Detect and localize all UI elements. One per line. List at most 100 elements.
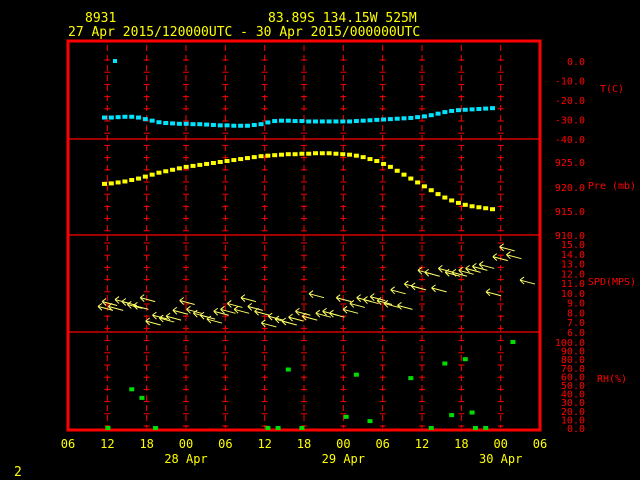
grid-layer: [68, 45, 540, 428]
y-tick-label: 13.0: [561, 260, 585, 271]
pressure-point: [340, 152, 346, 157]
x-date-label: 30 Apr: [479, 452, 522, 466]
period-title: 27 Apr 2015/120000UTC - 30 Apr 2015/0000…: [68, 25, 420, 40]
humidity-point: [483, 426, 489, 430]
humidity-point: [129, 387, 135, 392]
x-tick-label: 00: [493, 437, 507, 451]
data-layer: [97, 59, 536, 430]
temperature-point: [258, 122, 264, 127]
pressure-point: [313, 151, 319, 156]
wind-arrow: [261, 319, 277, 328]
wind-arrow: [431, 284, 447, 293]
wind-arrow: [506, 251, 522, 260]
wind-arrow: [240, 294, 257, 303]
humidity-point: [265, 426, 271, 430]
temperature-point: [108, 115, 114, 120]
wind-arrow: [97, 302, 114, 311]
temperature-point: [163, 121, 169, 126]
temperature-point: [415, 115, 421, 120]
y-tick-label: 0.0: [567, 424, 585, 435]
wind-arrow: [397, 302, 413, 310]
y-tick-label: 30.0: [561, 398, 585, 409]
wind-arrow: [101, 298, 118, 306]
pressure-point: [231, 158, 237, 163]
wind-arrow: [383, 300, 400, 308]
temperature-point: [238, 123, 244, 128]
temperature-point: [360, 118, 366, 123]
wind-arrow: [424, 268, 440, 277]
x-tick-label: 12: [100, 437, 114, 451]
pressure-point: [217, 160, 223, 164]
y-tick-label: -30.0: [555, 116, 585, 127]
wind-arrow: [186, 305, 202, 314]
humidity-point: [442, 361, 448, 366]
humidity-point: [153, 426, 159, 430]
wind-arrow: [478, 261, 495, 269]
wind-arrow: [451, 268, 468, 277]
pressure-point: [476, 205, 482, 210]
station-id: 8931: [85, 11, 116, 26]
temperature-point: [353, 119, 359, 124]
pressure-point: [435, 192, 441, 197]
x-date-label: 28 Apr: [164, 452, 207, 466]
page-number: 2: [14, 465, 22, 480]
x-tick-label: 06: [375, 437, 389, 451]
pressure-point: [122, 179, 128, 184]
wind-arrow: [363, 296, 379, 305]
temperature-point: [190, 122, 196, 127]
x-tick-label: 12: [415, 437, 429, 451]
x-tick-label: 18: [139, 437, 153, 451]
pressure-point: [299, 151, 305, 156]
temperature-point: [129, 114, 135, 119]
temperature-point: [113, 59, 117, 63]
wind-arrow: [472, 263, 488, 271]
wind-arrow: [315, 309, 331, 318]
temperature-point: [367, 118, 373, 123]
pressure-point: [483, 206, 489, 211]
pressure-point: [251, 155, 257, 160]
wind-arrow: [199, 311, 216, 320]
temperature-point: [251, 122, 257, 127]
pressure-point: [333, 151, 339, 156]
x-tick-label: 06: [218, 437, 232, 451]
temperature-point: [197, 122, 203, 127]
humidity-point: [299, 426, 305, 430]
pressure-point: [408, 176, 414, 181]
temperature-point: [299, 119, 305, 124]
temperature-point: [170, 121, 176, 126]
humidity-point: [285, 367, 291, 372]
wind-arrow: [206, 315, 223, 324]
temperature-point: [442, 110, 448, 115]
wind-arrow: [288, 313, 304, 322]
wind-arrow: [254, 307, 270, 316]
y-tick-label: 15.0: [561, 240, 585, 251]
x-tick-label: 00: [179, 437, 193, 451]
temperature-point: [476, 106, 482, 111]
pressure-point: [401, 172, 407, 177]
pressure-point: [136, 176, 142, 181]
pressure-point: [292, 152, 298, 157]
x-tick-label: 06: [533, 437, 547, 451]
temperature-point: [244, 123, 250, 128]
temperature-point: [149, 118, 155, 123]
pressure-point: [142, 174, 148, 179]
wind-arrow: [301, 312, 318, 321]
humidity-point: [472, 426, 478, 430]
pressure-point: [129, 178, 135, 183]
wind-arrow: [390, 286, 406, 295]
wind-arrow: [329, 309, 345, 318]
y-tick-label: -20.0: [555, 96, 585, 107]
y-tick-label: 6.0: [567, 328, 585, 339]
humidity-point: [367, 419, 373, 424]
temperature-point: [306, 119, 312, 124]
y-tick-label: 925.0: [555, 158, 585, 169]
panel-label: RH(%): [597, 374, 627, 385]
temperature-point: [102, 115, 107, 120]
y-tick-label: 60.0: [561, 372, 585, 383]
temperature-point: [401, 116, 407, 121]
y-tick-label: 40.0: [561, 390, 585, 401]
y-tick-label: -10.0: [555, 77, 585, 88]
temperature-point: [449, 108, 455, 113]
temperature-point: [183, 121, 189, 126]
wind-arrow: [369, 293, 386, 302]
